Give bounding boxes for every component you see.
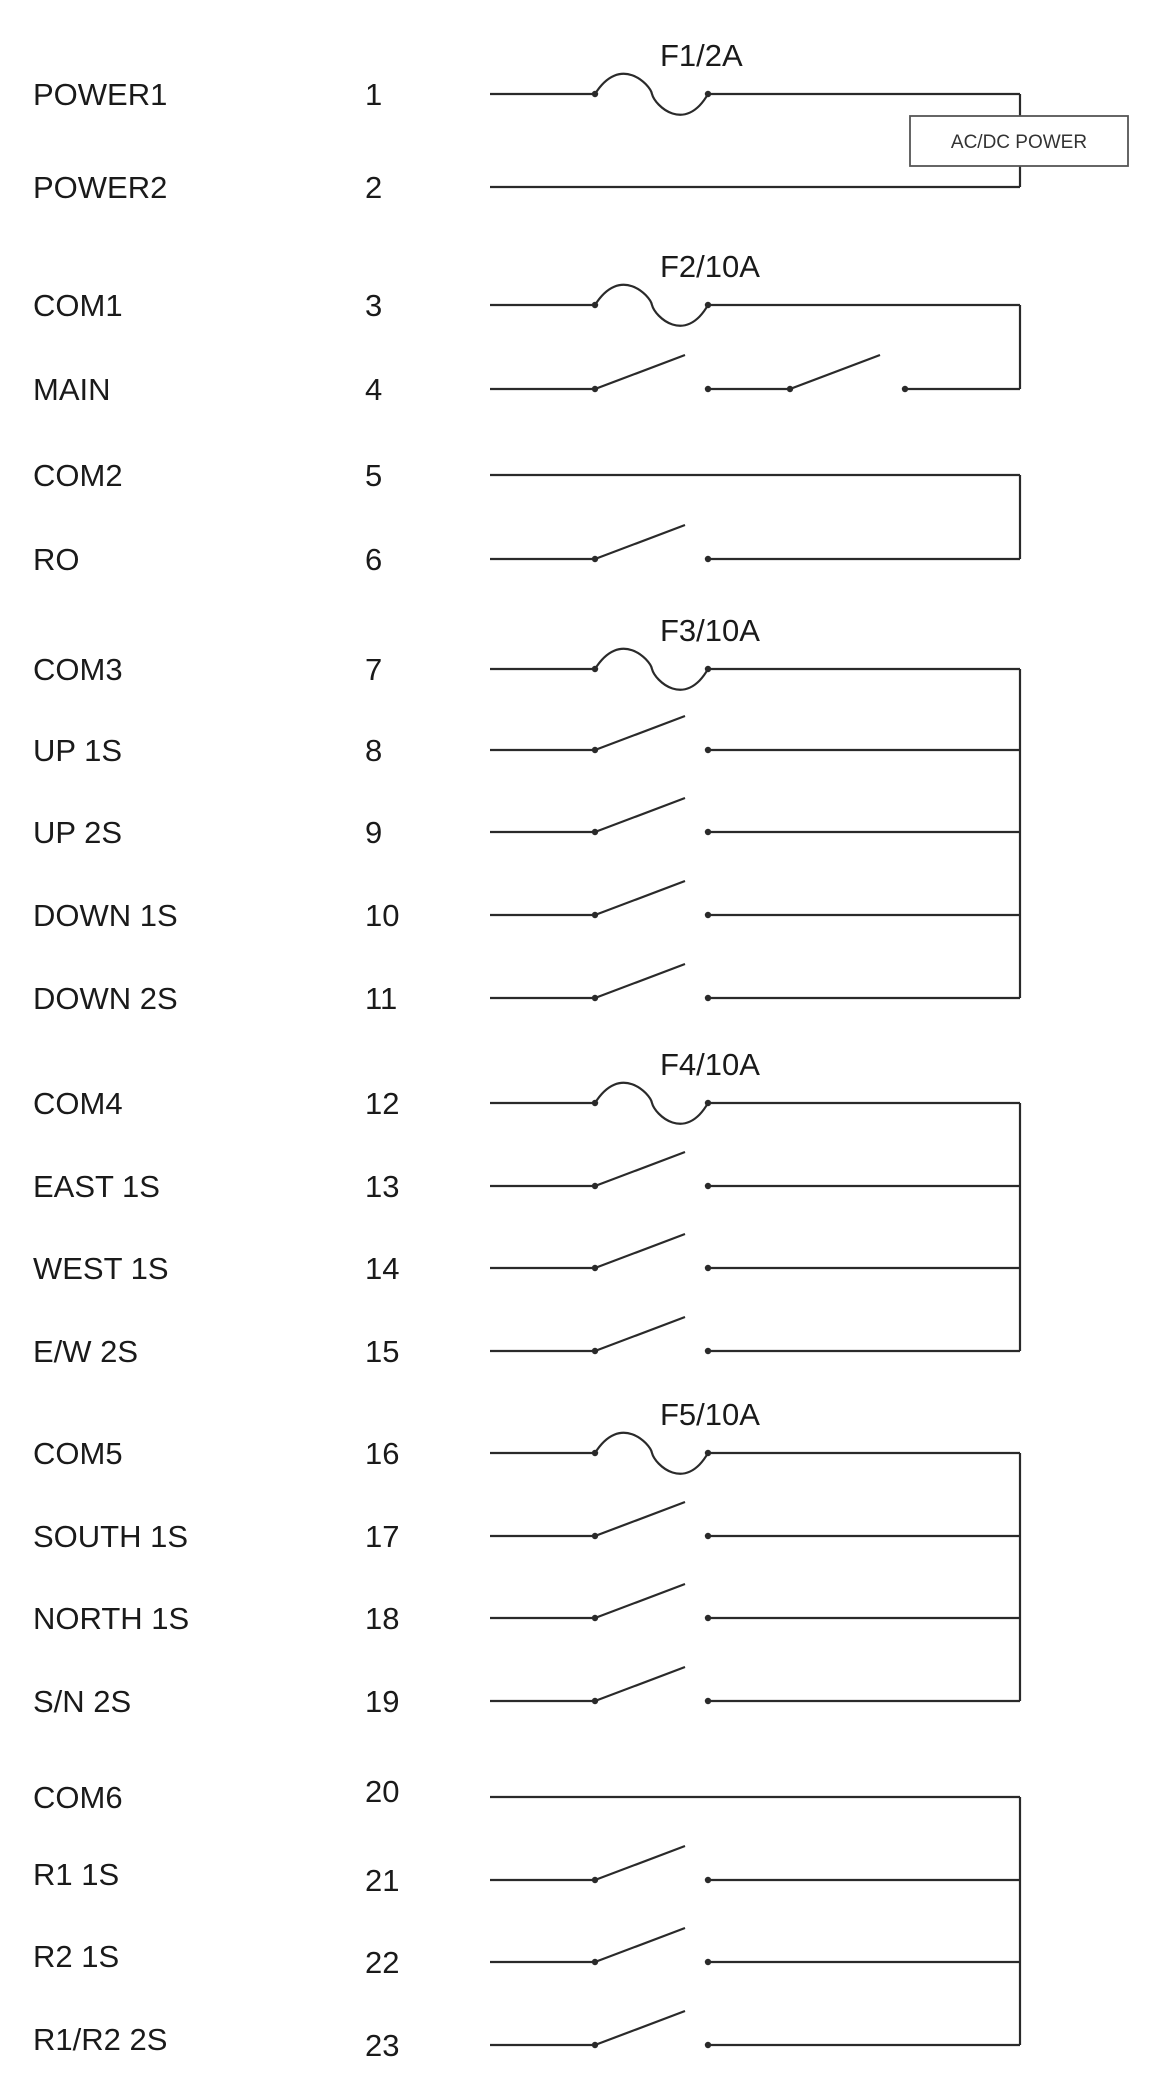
fuse-label: F2/10A xyxy=(660,249,760,284)
switch-contact xyxy=(594,962,686,1000)
switch-contact xyxy=(594,1582,686,1620)
switch-contact xyxy=(594,1844,686,1882)
terminal-label: DOWN 1S xyxy=(33,898,178,933)
fuse-symbol xyxy=(594,647,709,691)
terminal-label: RO xyxy=(33,542,80,577)
terminal-number: 18 xyxy=(365,1601,399,1636)
terminal-number: 3 xyxy=(365,288,382,323)
terminal-label: DOWN 2S xyxy=(33,981,178,1016)
terminal-number: 8 xyxy=(365,733,382,768)
terminal-number: 20 xyxy=(365,1774,399,1809)
terminal-number: 1 xyxy=(365,77,382,112)
terminal-label: WEST 1S xyxy=(33,1251,169,1286)
switch-contact xyxy=(594,1926,686,1964)
terminal-number: 13 xyxy=(365,1169,399,1204)
fuse-symbol xyxy=(594,1431,709,1475)
terminal-label: R1 1S xyxy=(33,1857,119,1892)
terminal-label: COM4 xyxy=(33,1086,123,1121)
switch-contact xyxy=(594,523,686,561)
switch-contact xyxy=(594,1150,686,1188)
terminal-label: MAIN xyxy=(33,372,111,407)
fuse-label: F3/10A xyxy=(660,613,760,648)
switch-contact xyxy=(594,879,686,917)
terminal-number: 9 xyxy=(365,815,382,850)
terminal-label: COM5 xyxy=(33,1436,123,1471)
terminal-number: 19 xyxy=(365,1684,399,1719)
terminal-label: COM3 xyxy=(33,652,123,687)
terminal-number: 6 xyxy=(365,542,382,577)
switch-contact xyxy=(594,1315,686,1353)
terminal-label: S/N 2S xyxy=(33,1684,131,1719)
terminal-label: EAST 1S xyxy=(33,1169,160,1204)
fuse-label: F1/2A xyxy=(660,38,743,73)
terminal-number: 14 xyxy=(365,1251,399,1286)
terminal-label: SOUTH 1S xyxy=(33,1519,188,1554)
terminal-label: R1/R2 2S xyxy=(33,2022,167,2057)
terminal-number: 4 xyxy=(365,372,382,407)
terminal-number: 15 xyxy=(365,1334,399,1369)
switch-contact xyxy=(594,1500,686,1538)
fuse-symbol xyxy=(594,72,709,116)
switch-contact xyxy=(789,353,881,391)
terminal-number: 12 xyxy=(365,1086,399,1121)
switch-contact xyxy=(594,2009,686,2047)
terminal-label: COM1 xyxy=(33,288,123,323)
switch-contact xyxy=(594,714,686,752)
terminal-label: COM6 xyxy=(33,1780,123,1815)
terminal-label: POWER2 xyxy=(33,170,167,205)
wires-layer xyxy=(490,72,1129,2049)
fuse-symbol xyxy=(594,1081,709,1125)
terminal-label: UP 2S xyxy=(33,815,122,850)
switch-contact xyxy=(594,353,686,391)
power-box-label: AC/DC POWER xyxy=(951,132,1087,153)
terminal-number: 10 xyxy=(365,898,399,933)
terminal-number: 11 xyxy=(365,981,397,1016)
switch-contact xyxy=(594,1232,686,1270)
terminal-number: 23 xyxy=(365,2028,399,2063)
fuse-label: F5/10A xyxy=(660,1397,760,1432)
labels-layer: POWER1 1 POWER2 2 COM1 3 MAIN 4 COM2 5 RO 6 COM3 7 UP … xyxy=(33,38,1087,2063)
terminal-label: E/W 2S xyxy=(33,1334,138,1369)
terminal-label: COM2 xyxy=(33,458,123,493)
fuse-label: F4/10A xyxy=(660,1047,760,1082)
terminal-label: UP 1S xyxy=(33,733,122,768)
terminal-number: 21 xyxy=(365,1863,399,1898)
terminal-label: NORTH 1S xyxy=(33,1601,189,1636)
terminal-label: R2 1S xyxy=(33,1939,119,1974)
terminal-label: POWER1 xyxy=(33,77,167,112)
terminal-number: 2 xyxy=(365,170,382,205)
switch-contact xyxy=(594,1665,686,1703)
terminal-number: 5 xyxy=(365,458,382,493)
power-box xyxy=(909,115,1129,167)
switch-contact xyxy=(594,796,686,834)
terminal-number: 17 xyxy=(365,1519,399,1554)
terminal-number: 16 xyxy=(365,1436,399,1471)
terminal-number: 22 xyxy=(365,1945,399,1980)
terminal-number: 7 xyxy=(365,652,382,687)
fuse-symbol xyxy=(594,283,709,327)
